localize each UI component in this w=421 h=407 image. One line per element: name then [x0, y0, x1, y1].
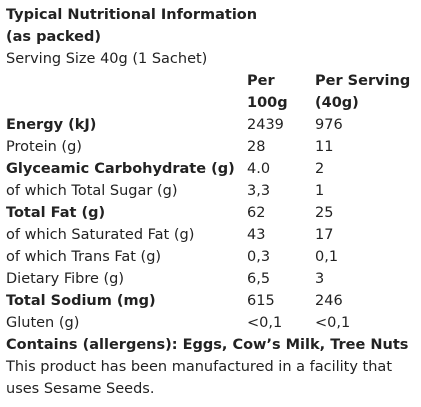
- table-row: Gluten (g) <0,1 <0,1: [6, 312, 416, 334]
- table-row: Energy (kJ) 2439 976: [6, 114, 416, 136]
- nutrient-label: of which Saturated Fat (g): [6, 227, 195, 243]
- serving-size: Serving Size 40g (1 Sachet): [6, 51, 208, 67]
- heading-line-2: (as packed): [6, 29, 101, 45]
- perserving-value: 246: [315, 293, 343, 309]
- nutrient-label: Gluten (g): [6, 315, 80, 331]
- nutrient-label: Total Fat (g): [6, 205, 106, 221]
- header-per100-line-2: 100g: [247, 95, 288, 111]
- nutrient-label: Dietary Fibre (g): [6, 271, 125, 287]
- table-row: Protein (g) 28 11: [6, 136, 416, 158]
- perserving-value: <0,1: [315, 315, 351, 331]
- column-header-row-1: Per Per Serving: [6, 70, 416, 92]
- per100-value: 6,5: [247, 271, 271, 287]
- header-blank: [6, 70, 247, 92]
- nutrient-label: Total Sodium (mg): [6, 293, 156, 309]
- header-perserving-line-1: Per Serving: [315, 73, 411, 89]
- per100-value: 4.0: [247, 161, 271, 177]
- nutrient-label: Glyceamic Carbohydrate (g): [6, 161, 235, 177]
- nutrition-table: Per Per Serving 100g (40g) Energy (kJ) 24…: [6, 70, 416, 334]
- nutrient-label: Energy (kJ): [6, 117, 97, 133]
- perserving-value: 976: [315, 117, 343, 133]
- header-per100-line-1: Per: [247, 73, 275, 89]
- perserving-value: 11: [315, 139, 334, 155]
- heading-line-1: Typical Nutritional Information: [6, 7, 258, 23]
- perserving-value: 17: [315, 227, 334, 243]
- per100-value: 2439: [247, 117, 284, 133]
- table-row: Total Fat (g) 62 25: [6, 202, 416, 224]
- facility-note: This product has been manufactured in a …: [6, 359, 392, 397]
- allergens-statement: Contains (allergens): Eggs, Cow’s Milk, …: [6, 337, 409, 353]
- perserving-value: 2: [315, 161, 325, 177]
- column-header-row-2: 100g (40g): [6, 92, 416, 114]
- perserving-value: 1: [315, 183, 325, 199]
- header-perserving-line-2: (40g): [315, 95, 359, 111]
- per100-value: 3,3: [247, 183, 271, 199]
- per100-value: <0,1: [247, 315, 283, 331]
- nutrient-label: of which Total Sugar (g): [6, 183, 178, 199]
- per100-value: 0,3: [247, 249, 271, 265]
- header-blank: [6, 92, 247, 114]
- perserving-value: 3: [315, 271, 325, 287]
- perserving-value: 0,1: [315, 249, 339, 265]
- table-row: of which Trans Fat (g) 0,3 0,1: [6, 246, 416, 268]
- per100-value: 615: [247, 293, 275, 309]
- per100-value: 28: [247, 139, 266, 155]
- perserving-value: 25: [315, 205, 334, 221]
- table-row: of which Total Sugar (g) 3,3 1: [6, 180, 416, 202]
- table-row: of which Saturated Fat (g) 43 17: [6, 224, 416, 246]
- table-row: Total Sodium (mg) 615 246: [6, 290, 416, 312]
- nutrient-label: Protein (g): [6, 139, 82, 155]
- table-row: Dietary Fibre (g) 6,5 3: [6, 268, 416, 290]
- table-row: Glyceamic Carbohydrate (g) 4.0 2: [6, 158, 416, 180]
- per100-value: 43: [247, 227, 266, 243]
- nutrient-label: of which Trans Fat (g): [6, 249, 162, 265]
- per100-value: 62: [247, 205, 266, 221]
